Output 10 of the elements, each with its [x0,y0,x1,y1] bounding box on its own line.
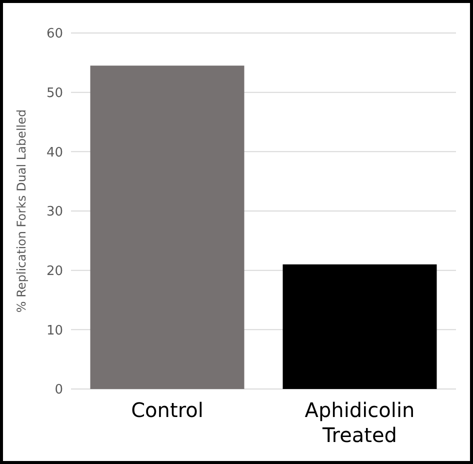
y-tick-label: 40 [46,145,63,160]
y-tick-label: 10 [46,323,63,338]
y-axis-title: % Replication Forks Dual Labelled [14,109,28,313]
y-tick-label: 20 [46,264,63,279]
x-tick-label: Aphidicolin Treated [304,398,415,447]
y-tick-label: 50 [46,86,63,101]
x-tick-label: Control [131,398,204,422]
y-tick-label: 30 [46,204,63,220]
y-tick-label: 0 [54,382,63,398]
y-tick-label: 60 [46,26,63,42]
